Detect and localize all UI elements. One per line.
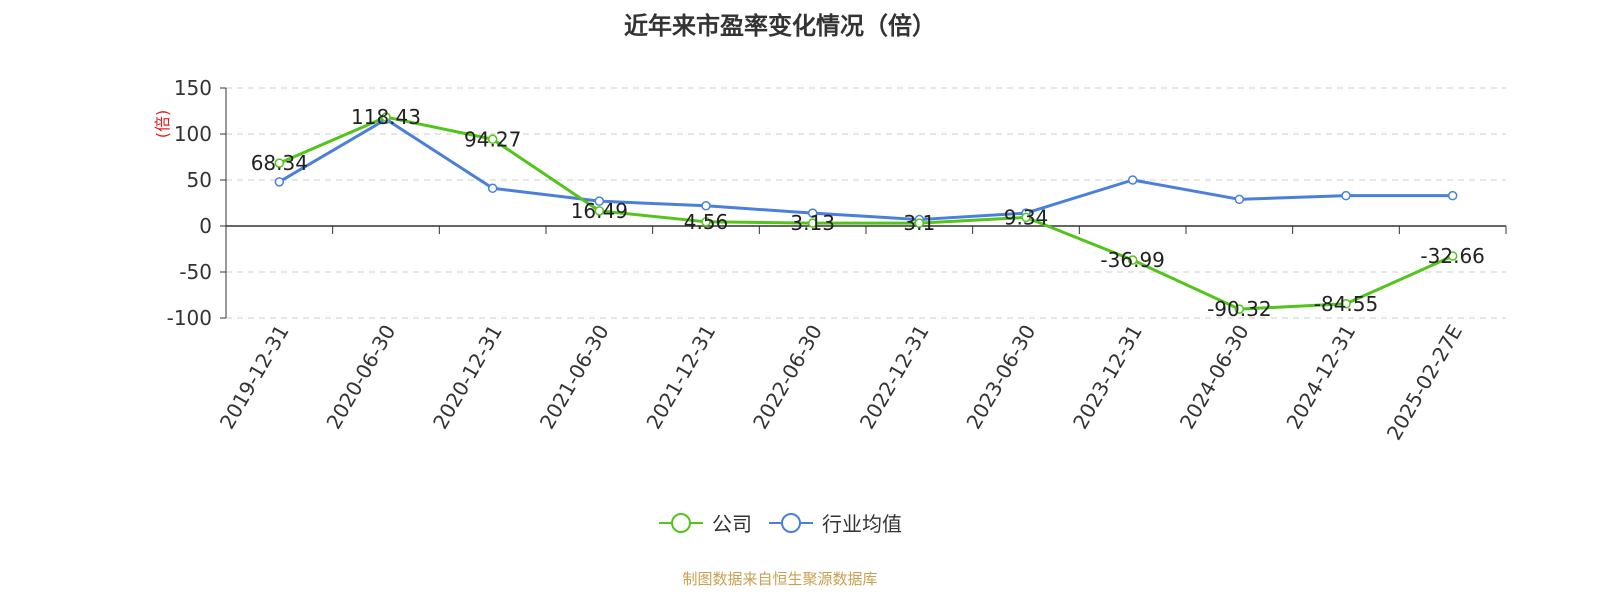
data-label-company: 3.13	[790, 211, 835, 235]
data-label-company: 16.49	[571, 199, 628, 223]
y-tick-label: 100	[174, 122, 212, 146]
data-point-company	[487, 134, 498, 145]
legend-item-industry[interactable]: 行业均值	[768, 508, 902, 537]
data-label-company: 9.34	[1004, 205, 1049, 229]
data-label-company: -36.99	[1100, 248, 1164, 272]
data-label-company: 4.56	[684, 210, 729, 234]
y-tick-label: -100	[167, 306, 212, 330]
data-point-industry	[701, 201, 711, 211]
x-tick-label: 2020-12-31	[428, 320, 507, 433]
data-label-company: -32.66	[1420, 244, 1484, 268]
data-point-industry	[807, 208, 818, 218]
data-label-company: 94.27	[464, 127, 521, 151]
x-tick-label: 2021-06-30	[535, 321, 614, 434]
data-label-company: 118.43	[351, 105, 421, 129]
x-tick-label: 2023-06-30	[961, 321, 1040, 434]
data-point-company	[381, 112, 391, 122]
x-tick-label: 2022-06-30	[748, 321, 827, 434]
legend-item-company[interactable]: 公司	[658, 508, 752, 537]
data-point-industry	[487, 183, 498, 194]
data-point-company	[1447, 251, 1458, 261]
data-point-company	[807, 218, 818, 228]
y-tick-label: -50	[179, 260, 212, 284]
x-tick-label: 2024-12-31	[1281, 321, 1360, 434]
data-label-company: 3.1	[903, 211, 935, 235]
legend-industry-label: 行业均值	[822, 512, 902, 536]
data-point-company	[1341, 299, 1351, 309]
y-tick-label: 50	[187, 168, 212, 192]
data-point-company	[594, 206, 605, 216]
x-tick-label: 2023-12-31	[1068, 321, 1147, 434]
data-label-company: -84.55	[1314, 292, 1378, 316]
y-tick-label: 0	[199, 214, 212, 238]
legend-industry-line-icon	[769, 512, 813, 533]
data-point-company	[914, 218, 925, 228]
chart-title: 近年来市盈率变化情况（倍）	[624, 12, 936, 40]
data-point-industry	[1127, 175, 1138, 185]
x-tick-label: 2024-06-30	[1175, 321, 1254, 434]
legend-company-line-icon	[659, 512, 703, 533]
x-tick-label: 2022-12-31	[855, 320, 934, 433]
y-axis-label: (倍)	[153, 110, 172, 139]
series-line-industry	[278, 117, 1453, 222]
legend: 公司 行业均值	[0, 508, 1560, 537]
x-tick-label: 2019-12-31	[215, 321, 294, 434]
x-tick-label: 2020-06-30	[321, 321, 400, 434]
data-point-company	[274, 158, 285, 168]
x-tick-label: 2025-02-27E	[1382, 321, 1467, 445]
data-point-company	[1127, 255, 1138, 265]
data-point-industry	[1234, 194, 1245, 205]
data-label-company: 68.34	[251, 151, 308, 175]
data-label-company: -90.32	[1207, 297, 1271, 321]
source-note: 制图数据来自恒生聚源数据库	[682, 570, 878, 588]
series-line-company	[278, 115, 1454, 311]
data-point-company	[1234, 304, 1245, 314]
y-tick-label: 150	[174, 76, 212, 100]
data-point-industry	[1341, 190, 1351, 201]
data-point-industry	[1447, 190, 1458, 201]
data-point-industry	[594, 196, 605, 206]
data-point-industry	[274, 177, 285, 187]
x-tick-label: 2021-12-31	[641, 321, 720, 434]
data-point-company	[1021, 212, 1031, 223]
data-point-company	[701, 217, 711, 227]
legend-company-label: 公司	[712, 512, 752, 536]
